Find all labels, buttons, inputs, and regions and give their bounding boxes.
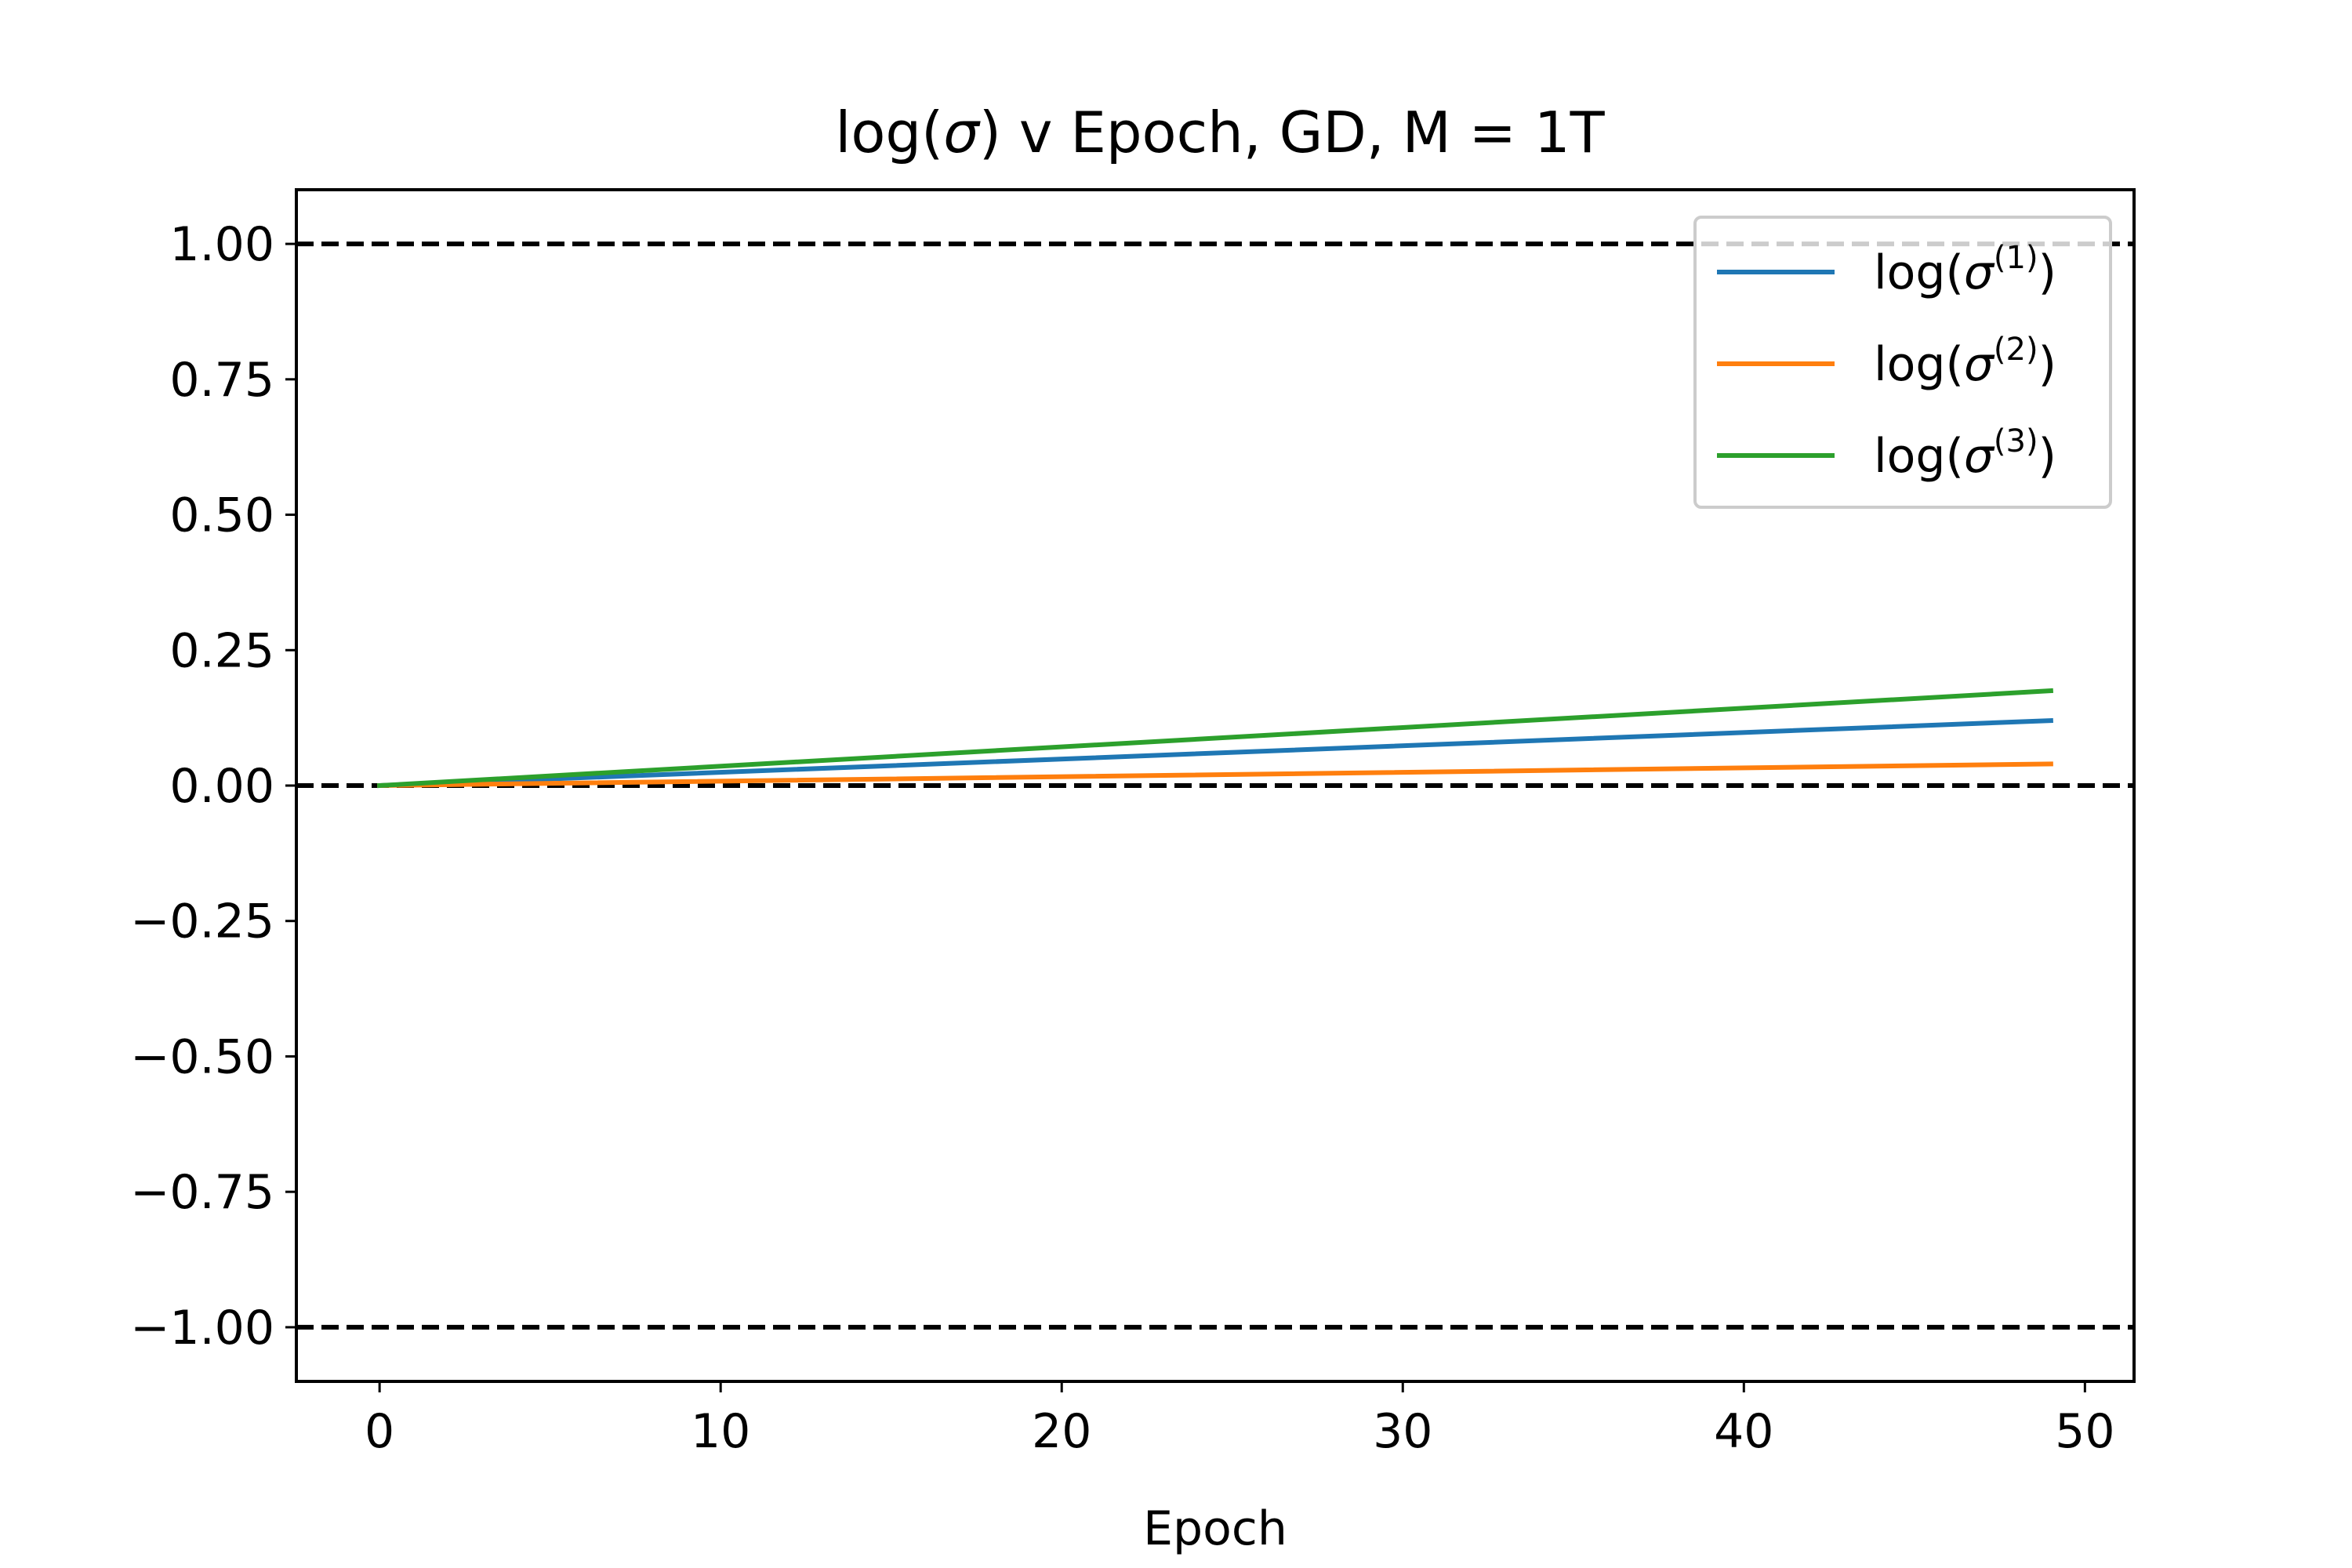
legend-entry-2: log(σ(2))	[1874, 332, 2056, 392]
y-axis-ticks: 1.00 0.75 0.50 0.25 0.00 −0.25 −0.50 −0.75 −1.00	[130, 217, 296, 1356]
x-tick-label: 50	[2055, 1404, 2114, 1459]
x-tick-label: 40	[1714, 1404, 1773, 1459]
legend-entry-3: log(σ(3))	[1874, 423, 2056, 484]
x-axis-ticks: 0 10 20 30 40 50	[365, 1381, 2115, 1459]
x-tick-label: 0	[365, 1404, 394, 1459]
y-tick-label: 0.25	[169, 623, 274, 678]
series-line-1	[377, 717, 2053, 789]
chart-title: log(σ) v Epoch, GD, M = 1T	[835, 100, 1605, 165]
y-tick-label: 0.50	[169, 488, 274, 543]
y-tick-label: −0.25	[130, 895, 274, 949]
series-lines	[376, 688, 2054, 789]
legend: log(σ(1)) log(σ(2)) log(σ(3))	[1693, 216, 2112, 509]
y-tick-label: 0.00	[169, 759, 274, 814]
x-tick-label: 10	[691, 1404, 750, 1459]
y-tick-label: 1.00	[169, 217, 274, 272]
y-tick-label: −0.75	[130, 1165, 274, 1220]
y-tick-label: −0.50	[130, 1029, 274, 1084]
x-tick-label: 30	[1373, 1404, 1432, 1459]
y-tick-label: 0.75	[169, 353, 274, 408]
legend-entry-1: log(σ(1))	[1874, 240, 2056, 300]
x-tick-label: 20	[1032, 1404, 1091, 1459]
series-line-3	[376, 688, 2054, 789]
series-line-2	[377, 761, 2053, 789]
legend-box	[1693, 216, 2112, 509]
x-axis-label: Epoch	[1143, 1501, 1287, 1556]
y-tick-label: −1.00	[130, 1301, 274, 1356]
